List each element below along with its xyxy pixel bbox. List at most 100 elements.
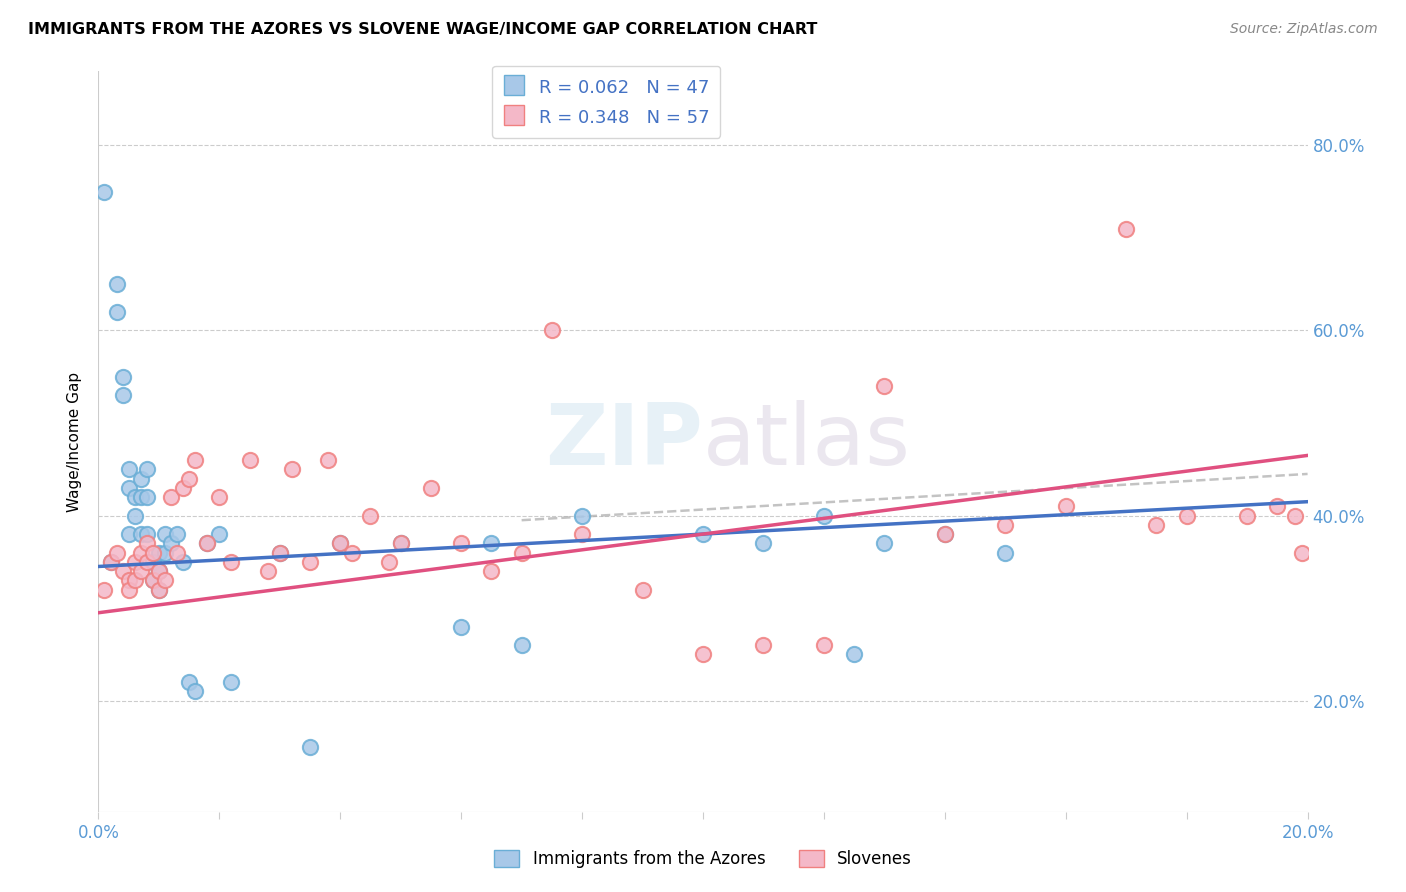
Point	[160, 536, 183, 550]
Point	[389, 536, 412, 550]
Point	[450, 536, 472, 550]
Point	[148, 582, 170, 597]
Point	[111, 388, 134, 402]
Y-axis label: Wage/Income Gap: Wage/Income Gap	[67, 371, 83, 512]
Point	[994, 517, 1017, 532]
Point	[269, 546, 291, 560]
Point	[752, 536, 775, 550]
Point	[269, 546, 291, 560]
Text: IMMIGRANTS FROM THE AZORES VS SLOVENE WAGE/INCOME GAP CORRELATION CHART: IMMIGRANTS FROM THE AZORES VS SLOVENE WA…	[28, 22, 817, 37]
Point	[208, 490, 231, 504]
Point	[135, 490, 157, 504]
Point	[129, 564, 152, 578]
Point	[540, 324, 562, 338]
Point	[184, 453, 207, 467]
Point	[118, 462, 141, 476]
Point	[934, 527, 956, 541]
Point	[111, 564, 134, 578]
Point	[281, 462, 304, 476]
Point	[118, 481, 141, 495]
Point	[571, 508, 593, 523]
Point	[129, 471, 152, 485]
Point	[316, 453, 339, 467]
Point	[450, 619, 472, 633]
Point	[179, 675, 201, 690]
Point	[631, 582, 654, 597]
Point	[166, 527, 188, 541]
Point	[1054, 500, 1077, 514]
Point	[994, 546, 1017, 560]
Point	[934, 527, 956, 541]
Legend: Immigrants from the Azores, Slovenes: Immigrants from the Azores, Slovenes	[488, 843, 918, 875]
Point	[1144, 517, 1167, 532]
Point	[153, 546, 176, 560]
Point	[124, 555, 146, 569]
Point	[124, 508, 146, 523]
Point	[105, 305, 128, 319]
Point	[135, 555, 157, 569]
Point	[100, 555, 122, 569]
Point	[752, 638, 775, 652]
Text: ZIP: ZIP	[546, 400, 703, 483]
Point	[221, 675, 243, 690]
Point	[172, 481, 194, 495]
Point	[129, 527, 152, 541]
Point	[160, 490, 183, 504]
Point	[692, 527, 714, 541]
Text: atlas: atlas	[703, 400, 911, 483]
Point	[510, 546, 533, 560]
Point	[299, 739, 322, 754]
Point	[389, 536, 412, 550]
Point	[239, 453, 262, 467]
Point	[142, 555, 165, 569]
Point	[135, 527, 157, 541]
Point	[124, 574, 146, 588]
Point	[153, 574, 176, 588]
Point	[118, 527, 141, 541]
Point	[142, 574, 165, 588]
Point	[208, 527, 231, 541]
Point	[1291, 546, 1313, 560]
Point	[1175, 508, 1198, 523]
Point	[360, 508, 382, 523]
Point	[813, 638, 835, 652]
Point	[148, 564, 170, 578]
Point	[510, 638, 533, 652]
Point	[692, 648, 714, 662]
Point	[1284, 508, 1306, 523]
Point	[153, 527, 176, 541]
Point	[129, 546, 152, 560]
Point	[105, 277, 128, 292]
Point	[184, 684, 207, 698]
Point	[813, 508, 835, 523]
Point	[100, 555, 122, 569]
Point	[105, 546, 128, 560]
Legend: R = 0.062   N = 47, R = 0.348   N = 57: R = 0.062 N = 47, R = 0.348 N = 57	[492, 66, 720, 138]
Point	[124, 490, 146, 504]
Point	[221, 555, 243, 569]
Point	[172, 555, 194, 569]
Point	[329, 536, 352, 550]
Point	[195, 536, 218, 550]
Point	[1236, 508, 1258, 523]
Point	[118, 574, 141, 588]
Point	[148, 582, 170, 597]
Point	[148, 546, 170, 560]
Point	[377, 555, 399, 569]
Point	[256, 564, 278, 578]
Point	[299, 555, 322, 569]
Point	[179, 471, 201, 485]
Point	[129, 490, 152, 504]
Point	[1115, 221, 1137, 235]
Point	[420, 481, 443, 495]
Point	[118, 582, 141, 597]
Point	[93, 185, 115, 199]
Point	[329, 536, 352, 550]
Point	[166, 546, 188, 560]
Point	[135, 462, 157, 476]
Point	[873, 379, 896, 393]
Point	[148, 564, 170, 578]
Point	[1267, 500, 1289, 514]
Point	[142, 574, 165, 588]
Point	[481, 536, 503, 550]
